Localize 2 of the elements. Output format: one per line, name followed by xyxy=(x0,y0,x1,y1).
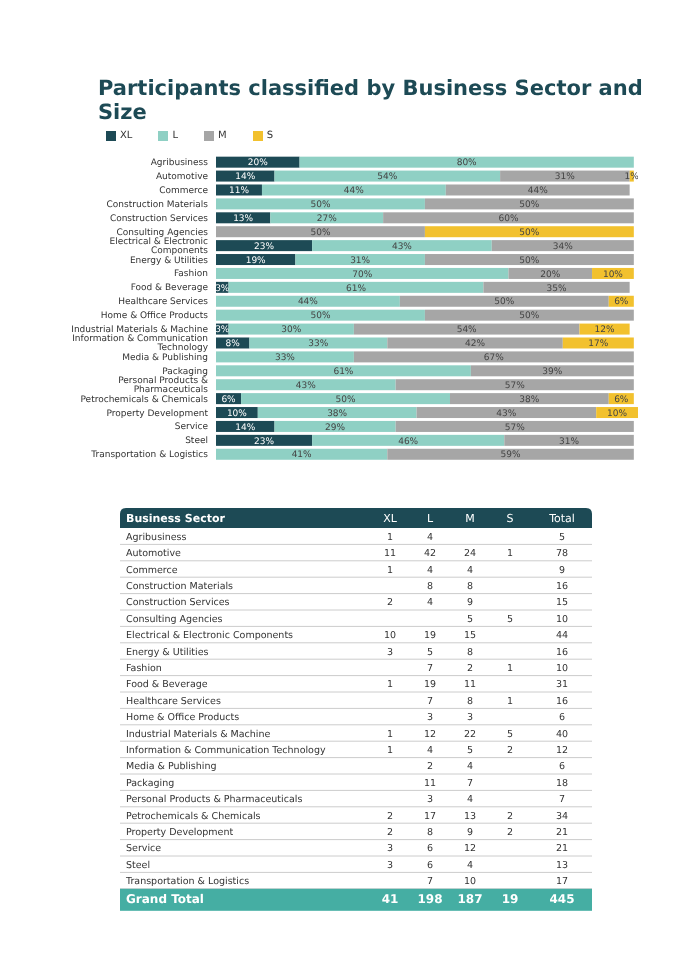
chart-title: Participants classified by Business Sector and Size xyxy=(98,76,645,124)
bar xyxy=(424,226,634,238)
